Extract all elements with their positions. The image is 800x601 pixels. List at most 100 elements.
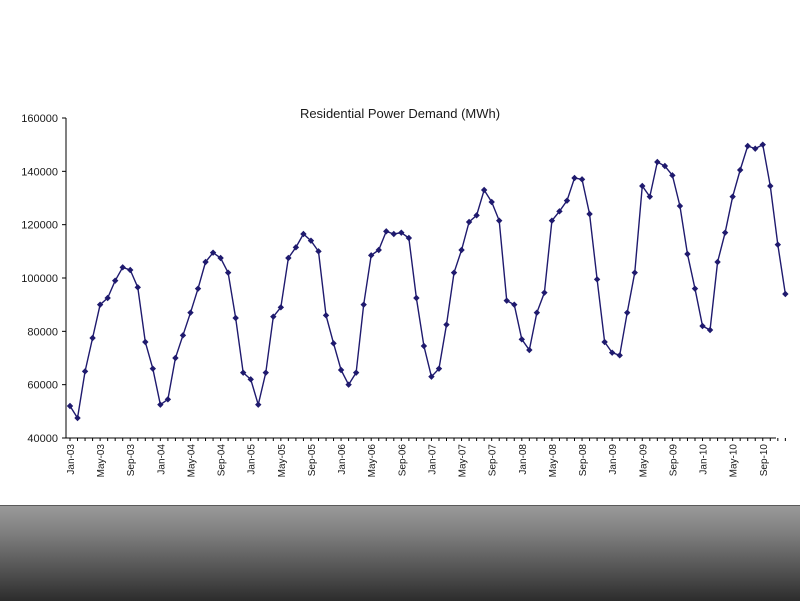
- data-point-marker: [676, 202, 684, 210]
- data-point-marker: [300, 230, 307, 238]
- x-tick-label: Jan-04: [156, 444, 167, 475]
- data-point-marker: [752, 145, 759, 152]
- data-point-marker: [360, 301, 367, 308]
- data-point-marker: [669, 172, 676, 179]
- data-point-marker: [420, 342, 428, 350]
- data-point-marker: [578, 176, 586, 183]
- x-tick-label: May-09: [638, 444, 649, 478]
- data-point-marker: [729, 193, 736, 200]
- data-point-marker: [255, 401, 262, 408]
- data-point-marker: [270, 313, 277, 320]
- data-point-marker: [164, 396, 172, 403]
- data-point-marker: [149, 365, 157, 372]
- data-point-marker: [352, 369, 360, 376]
- x-tick-label: Jan-05: [247, 444, 258, 475]
- data-point-marker: [337, 366, 345, 374]
- data-point-marker: [315, 248, 322, 255]
- data-point-marker: [247, 376, 254, 383]
- data-point-marker: [473, 212, 480, 219]
- x-tick-label: May-05: [277, 444, 288, 478]
- data-point-marker: [526, 346, 533, 354]
- data-point-marker: [767, 182, 774, 190]
- data-point-marker: [639, 182, 646, 190]
- data-point-marker: [608, 349, 616, 356]
- data-point-marker: [239, 369, 247, 376]
- data-point-marker: [428, 373, 435, 380]
- data-point-marker: [601, 338, 608, 346]
- data-point-marker: [111, 277, 119, 284]
- x-tick-label: Jan-03: [66, 444, 77, 475]
- data-point-marker: [533, 309, 541, 316]
- data-point-marker: [209, 249, 217, 256]
- data-point-marker: [744, 142, 751, 150]
- data-point-marker: [194, 285, 202, 292]
- data-point-marker: [232, 314, 239, 322]
- data-point-marker: [142, 338, 149, 346]
- data-point-marker: [721, 229, 729, 236]
- y-tick-label: 100000: [21, 273, 58, 285]
- x-tick-label: Jan-10: [699, 444, 710, 475]
- data-point-marker: [398, 229, 405, 236]
- y-tick-label: 140000: [21, 166, 58, 178]
- bottom-gradient-band: [0, 505, 800, 601]
- data-point-marker: [134, 284, 141, 291]
- series-demand: [66, 141, 789, 422]
- data-point-marker: [383, 228, 390, 235]
- data-point-marker: [443, 321, 450, 328]
- x-tick-label: Jan-07: [427, 444, 438, 475]
- data-point-marker: [202, 258, 209, 266]
- data-point-marker: [706, 326, 714, 334]
- data-point-marker: [458, 246, 465, 254]
- x-axis-ticks: Jan-03 May-03 Sep-03 Jan-04 May-04 Sep-04 Jan-…: [66, 438, 786, 478]
- data-point-marker: [624, 309, 631, 316]
- data-point-marker: [66, 402, 74, 410]
- data-point-marker: [104, 294, 111, 302]
- x-tick-label: Sep-10: [759, 444, 770, 477]
- data-point-marker: [390, 230, 397, 238]
- data-point-marker: [368, 252, 375, 259]
- x-tick-label: Sep-05: [307, 444, 318, 477]
- data-point-marker: [593, 276, 601, 283]
- chart-title: Residential Power Demand (MWh): [300, 106, 500, 121]
- data-point-marker: [646, 193, 654, 200]
- data-point-marker: [405, 234, 413, 242]
- x-tick-label: Jan-08: [518, 444, 529, 475]
- data-point-marker: [74, 414, 81, 422]
- data-point-marker: [511, 301, 518, 308]
- data-point-marker: [179, 332, 187, 339]
- x-tick-label: May-08: [548, 444, 559, 478]
- slide-area: Residential Power Demand (MWh) 40000 6000…: [21, 106, 789, 478]
- x-tick-label: May-04: [186, 444, 197, 478]
- x-tick-label: Sep-07: [488, 444, 499, 477]
- data-point-marker: [548, 217, 556, 224]
- data-point-marker: [81, 368, 89, 375]
- data-point-marker: [518, 336, 525, 343]
- x-tick-label: Sep-08: [578, 444, 589, 477]
- data-point-marker: [571, 174, 578, 182]
- x-tick-label: May-03: [96, 444, 107, 478]
- data-point-marker: [465, 218, 473, 226]
- data-point-marker: [782, 290, 789, 298]
- data-point-marker: [654, 158, 661, 166]
- line-chart: Residential Power Demand (MWh) 40000 6000…: [21, 106, 789, 478]
- data-point-marker: [413, 294, 420, 302]
- data-point-marker: [556, 208, 563, 215]
- data-point-marker: [759, 141, 766, 148]
- data-point-marker: [691, 285, 699, 292]
- data-point-marker: [616, 352, 623, 359]
- data-point-marker: [89, 334, 96, 342]
- x-tick-label: May-06: [367, 444, 378, 478]
- x-tick-label: Jan-06: [337, 444, 348, 475]
- data-point-marker: [119, 264, 126, 271]
- x-tick-label: May-10: [729, 444, 740, 478]
- y-tick-label: 40000: [27, 433, 58, 445]
- data-point-marker: [736, 166, 744, 174]
- data-point-marker: [774, 241, 782, 248]
- data-point-marker: [480, 186, 488, 194]
- x-tick-label: Sep-06: [397, 444, 408, 477]
- data-point-marker: [684, 250, 691, 258]
- data-point-marker: [127, 266, 134, 274]
- data-point-marker: [714, 258, 721, 266]
- y-tick-label: 60000: [27, 380, 58, 392]
- data-point-marker: [157, 401, 164, 408]
